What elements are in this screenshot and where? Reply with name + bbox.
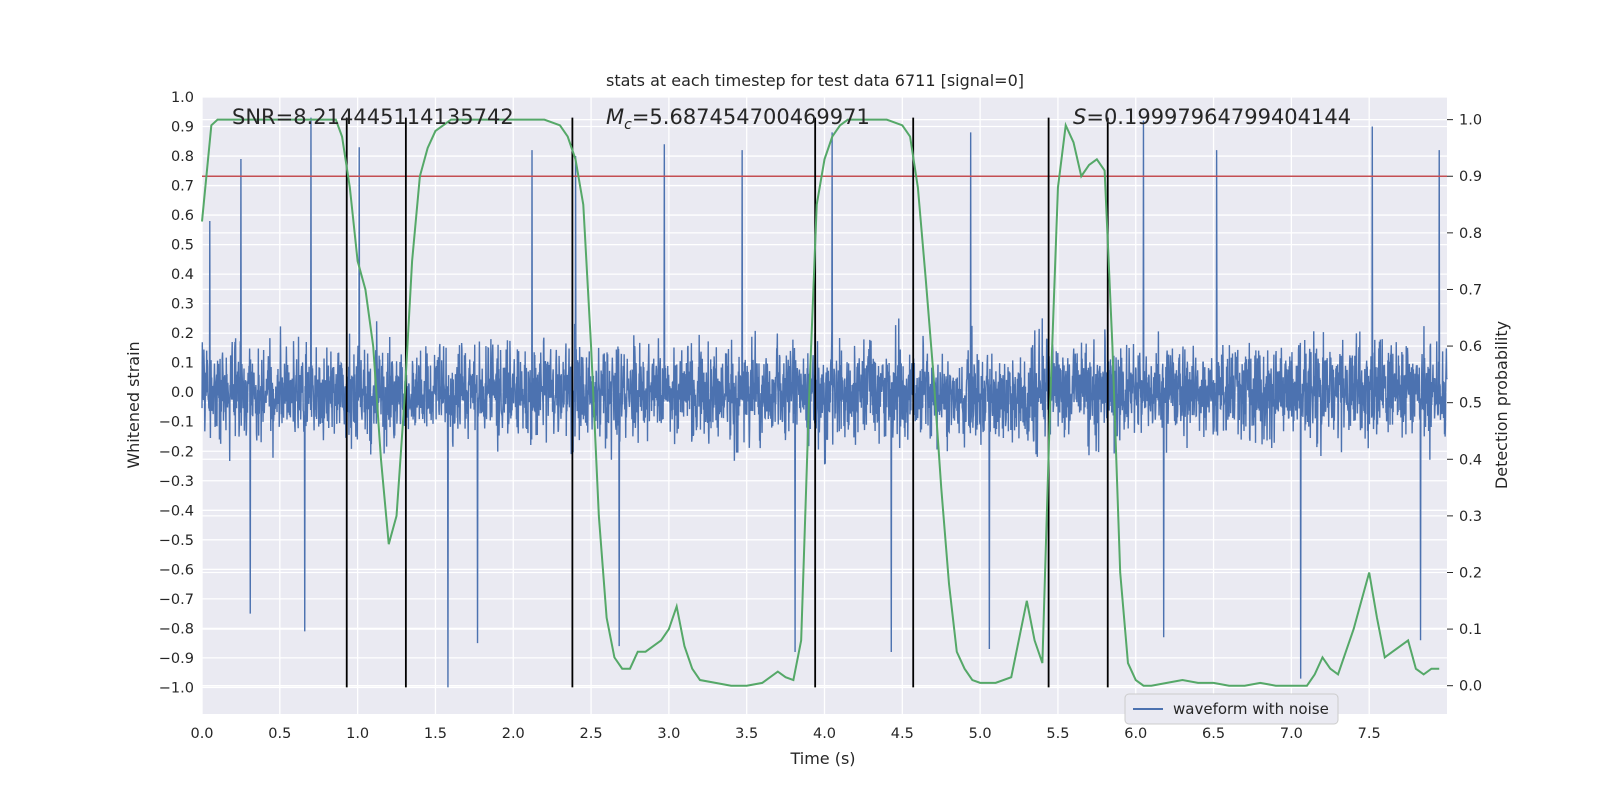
legend: waveform with noise [1124,693,1339,725]
x-tick-label: 6.5 [1202,726,1225,742]
x-tick-label: 2.5 [580,726,603,742]
y-left-tick-label: 0.6 [171,208,194,224]
x-axis-ticks: 0.0 0.5 1.0 1.5 2.0 2.5 3.0 3.5 4.0 4.5 5.0 5.5 6.0 6… [190,726,1380,742]
x-axis-label: Time (s) [789,749,855,768]
y-right-tick-label: 1.0 [1459,113,1482,129]
y-left-tick-label: 1.0 [171,90,194,106]
waveform-line [201,117,1448,688]
x-tick-label: 3.0 [657,726,680,742]
chirp-mass-annotation: Mc=5.687454700469971 [606,105,870,133]
x-tick-label: 5.0 [969,726,992,742]
x-tick-label: 7.5 [1358,726,1381,742]
s-value: =0.19997964799404144 [1086,105,1351,129]
s-symbol: S [1073,105,1086,129]
x-tick-label: 7.0 [1280,726,1303,742]
y-right-tick-label: 0.8 [1459,226,1482,242]
y-left-tick-label: −0.6 [159,562,194,578]
chirp-mass-value: =5.687454700469971 [632,105,870,129]
chirp-mass-symbol: M [606,105,624,129]
x-tick-label: 6.0 [1124,726,1147,742]
x-tick-label: 4.0 [813,726,836,742]
legend-label: waveform with noise [1173,700,1329,718]
snr-annotation: SNR=8.214445114135742 [232,105,514,129]
y-left-tick-label: 0.8 [171,149,194,165]
x-tick-label: 1.0 [346,726,369,742]
y-right-tick-label: 0.3 [1459,509,1482,525]
y-left-tick-label: −0.3 [159,474,194,490]
y-left-tick-label: −0.1 [159,415,194,431]
legend-box [1124,693,1339,725]
y-left-tick-label: 0.0 [171,385,194,401]
y-left-tick-label: −0.8 [159,621,194,637]
y-left-tick-label: −0.4 [159,503,194,519]
y-right-tick-label: 0.9 [1459,169,1482,185]
y-right-tick-label: 0.7 [1459,282,1482,298]
s-annotation: S=0.19997964799404144 [1073,105,1351,129]
y-left-tick-label: −0.7 [159,592,194,608]
y-right-tick-label: 0.5 [1459,396,1482,412]
y-left-tick-label: 0.7 [171,179,194,195]
y-right-axis-ticks: 1.0 0.9 0.8 0.7 0.6 0.5 0.4 0.3 0.2 0.1 0.0 [1447,113,1482,695]
y-left-tick-label: −0.9 [159,651,194,667]
y-right-tick-label: 0.1 [1459,622,1482,638]
chirp-mass-subscript: c [624,117,632,133]
detection-probability-line [201,118,1440,687]
waveform-series [201,117,1448,688]
y-right-tick-label: 0.0 [1459,679,1482,695]
y-right-tick-label: 0.2 [1459,565,1482,581]
x-tick-label: 0.0 [190,726,213,742]
y-left-tick-label: −0.2 [159,444,194,460]
x-tick-label: 1.5 [424,726,447,742]
x-tick-label: 0.5 [268,726,291,742]
y-left-tick-label: 0.2 [171,326,194,342]
y-right-axis-label: Detection probability [1492,321,1511,489]
y-left-tick-label: 0.1 [171,356,194,372]
y-left-tick-label: 0.5 [171,238,194,254]
y-right-tick-label: 0.4 [1459,452,1482,468]
vertical-markers [345,117,1109,688]
chart-title: stats at each timestep for test data 671… [606,71,1024,90]
y-left-axis-ticks: 1.0 0.9 0.8 0.7 0.6 0.5 0.4 0.3 0.2 0.1 0.0 −0.1 −0.… [159,90,194,696]
y-left-axis-label: Whitened strain [124,341,143,468]
y-left-tick-label: −1.0 [159,680,194,696]
x-tick-label: 5.5 [1046,726,1069,742]
x-tick-label: 4.5 [891,726,914,742]
y-left-tick-label: 0.4 [171,267,194,283]
y-right-tick-label: 0.6 [1459,339,1482,355]
y-left-tick-label: 0.9 [171,120,194,136]
x-tick-label: 3.5 [735,726,758,742]
y-left-tick-label: 0.3 [171,297,194,313]
x-tick-label: 2.0 [502,726,525,742]
y-left-tick-label: −0.5 [159,533,194,549]
